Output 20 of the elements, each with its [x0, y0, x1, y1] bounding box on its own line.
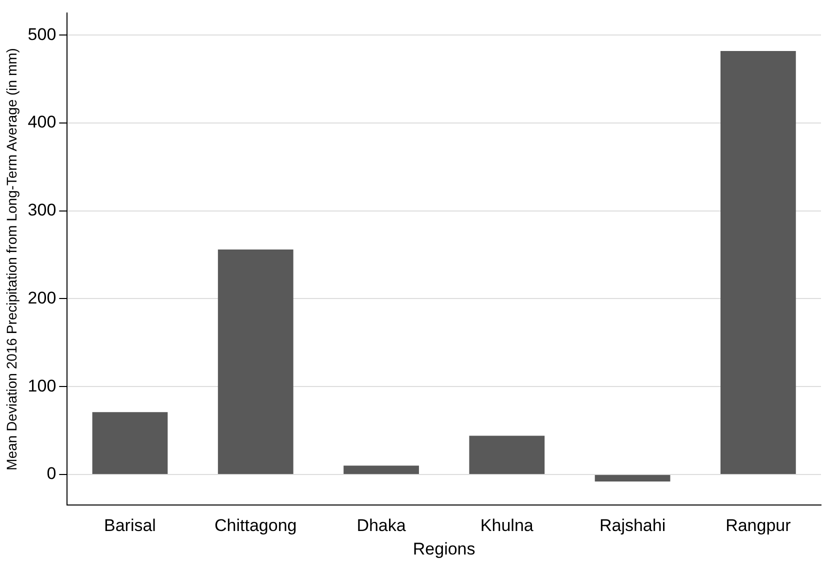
bar [344, 466, 419, 474]
x-tick-label: Rajshahi [599, 516, 666, 536]
bar [720, 50, 796, 474]
x-tick-label: Barisal [104, 516, 156, 536]
y-tick-label: 500 [28, 24, 56, 44]
bar [218, 250, 294, 474]
y-axis-title: Mean Deviation 2016 Precipitation from Long-Term Average (in mm) [3, 48, 20, 470]
y-tick-label: 200 [28, 288, 56, 308]
x-tick-label: Chittagong [214, 516, 297, 536]
x-tick-label: Rangpur [726, 516, 792, 536]
bar [594, 474, 670, 482]
y-tick-label: 300 [28, 200, 56, 220]
x-tick-label: Khulna [480, 516, 534, 536]
x-tick-label: Dhaka [356, 516, 406, 536]
bar [469, 436, 545, 474]
y-tick-label: 400 [28, 112, 56, 132]
x-axis-title: Regions [412, 539, 476, 558]
y-tick-label: 0 [46, 464, 56, 484]
y-tick-label: 100 [28, 376, 56, 396]
bar [92, 412, 168, 474]
